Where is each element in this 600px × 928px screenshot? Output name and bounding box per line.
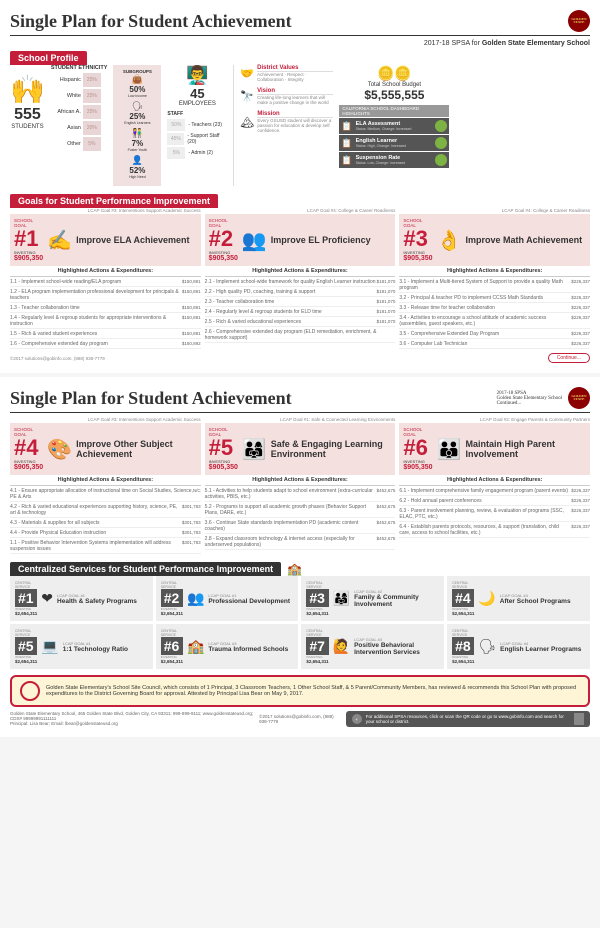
title-text: Single Plan for Student Achievement xyxy=(10,11,292,32)
service-card: CENTRAL SERVICE #2 INVESTING $2,654,311 … xyxy=(156,576,299,621)
goal-card: LCAP Goal #2: Engage Parents & Community… xyxy=(399,417,590,554)
logo: GOLDEN STATE xyxy=(568,10,590,32)
action-row: 3.4 - Activities to encourage a school a… xyxy=(399,313,590,329)
qr-icon xyxy=(574,713,584,725)
action-row: 1.4 - Regularly level & regroup students… xyxy=(10,313,201,329)
logo: GOLDEN STATE xyxy=(568,387,590,409)
footer-qr: + For additional SPSA resources, click o… xyxy=(346,711,590,727)
action-row: 5.2 - Programs to support all academic g… xyxy=(205,502,396,518)
dash-item: 📋ELA AssessmentStatus: Medium, Change: I… xyxy=(339,118,449,134)
subgroup-item: 👤52%High Need xyxy=(117,155,157,179)
action-row: 2.6 - Comprehensive extended day program… xyxy=(205,327,396,343)
goal-card: LCAP Goal #4: College & Career Readiness… xyxy=(205,208,396,349)
action-row: 6.2 - Hold annual parent conferences$226… xyxy=(399,496,590,506)
action-row: 1.6 - Comprehensive extended day program… xyxy=(10,339,201,349)
services-header: Centralized Services for Student Perform… xyxy=(10,562,281,576)
footer-info: Golden State Elementary School, 465 Gold… xyxy=(10,711,590,727)
action-row: 6.1 - Implement comprehensive family eng… xyxy=(399,486,590,496)
action-row: 4.4 - Provide Physical Education instruc… xyxy=(10,528,201,538)
action-row: 3.5 - Comprehensive Extended Day Program… xyxy=(399,329,590,339)
ethnicity-row: White25% xyxy=(51,89,108,103)
page-1: Single Plan for Student Achievement GOLD… xyxy=(0,0,600,373)
budget-dash: 🪙🪙 Total School Budget $5,555,555 CALIFO… xyxy=(339,65,449,186)
school-icon: 🏫 xyxy=(287,562,302,576)
service-card: CENTRAL SERVICE #6 INVESTING $2,654,311 … xyxy=(156,624,299,669)
value-item: 🤝District ValuesAchievement · Respect · … xyxy=(240,65,333,82)
subgroups: SUBGROUPS 👜50%Low Income🗣25%English Lear… xyxy=(113,65,161,186)
profile: 🙌 555 STUDENTS STUDENT ETHNICITY Hispani… xyxy=(10,65,590,186)
action-row: 2.8 - Expand classroom technology & inte… xyxy=(205,534,396,550)
person-icon: 🙌 xyxy=(10,73,45,106)
action-row: 3.6 - Computer Lab Technician$226,337 xyxy=(399,339,590,349)
service-card: CENTRAL SERVICE #7 INVESTING $2,654,311 … xyxy=(301,624,444,669)
staff-row: 50%- Teachers (23) xyxy=(167,119,227,131)
action-row: 6.3 - Parent involvement planning, revie… xyxy=(399,506,590,522)
goals-row-2: LCAP Goal #3: Interventions Support Acad… xyxy=(10,417,590,554)
teacher-icon: 👨‍🏫 xyxy=(186,65,208,85)
service-card: CENTRAL SERVICE #3 INVESTING $2,654,311 … xyxy=(301,576,444,621)
service-card: CENTRAL SERVICE #8 INVESTING $2,654,311 … xyxy=(447,624,590,669)
service-card: CENTRAL SERVICE #1 INVESTING $2,654,311 … xyxy=(10,576,153,621)
ethnicity-row: African A.25% xyxy=(51,105,108,119)
subgroup-item: 👜50%Low Income xyxy=(117,74,157,98)
action-row: 2.4 - Regularly level & regroup students… xyxy=(205,307,396,317)
action-row: 1.3 - Teacher collaboration time$150,891 xyxy=(10,303,201,313)
seal-icon xyxy=(20,681,40,701)
staff-row: 45%- Support Staff (20) xyxy=(167,133,227,145)
ethnicity-row: Other5% xyxy=(51,137,108,151)
action-row: 1.2 - ELA program implementation profess… xyxy=(10,287,201,303)
action-row: 1.1 - Positive Behavior Intervention Sys… xyxy=(10,538,201,554)
goals-header: Goals for Student Performance Improvemen… xyxy=(10,194,218,208)
employees: 👨‍🏫 45 EMPLOYEES STAFF 50%- Teachers (23… xyxy=(167,65,227,186)
goal-card: LCAP Goal #1: Safe & Connected Learning … xyxy=(205,417,396,554)
action-row: 2.3 - Teacher collaboration time$181,070 xyxy=(205,297,396,307)
page-2: Single Plan for Student Achievement 2017… xyxy=(0,377,600,737)
students-num: 555 xyxy=(10,106,45,124)
ethnicity-row: Asian20% xyxy=(51,121,108,135)
plus-icon: + xyxy=(352,714,362,724)
services: CENTRAL SERVICE #1 INVESTING $2,654,311 … xyxy=(10,576,590,669)
action-row: 2.1 - Implement school-wide framework fo… xyxy=(205,277,396,287)
subgroup-item: 🗣25%English Learners xyxy=(117,101,157,125)
action-row: 3.6 - Continue State standards implement… xyxy=(205,518,396,534)
action-row: 6.4 - Establish parents protocols, resou… xyxy=(399,522,590,538)
action-row: 5.1 - Activities to help students adapt … xyxy=(205,486,396,502)
goal-card: LCAP Goal #4: College & Career Readiness… xyxy=(399,208,590,349)
ethnicity: STUDENT ETHNICITY Hispanic25%White25%Afr… xyxy=(51,65,108,186)
goal-card: LCAP Goal #3: Interventions Support Acad… xyxy=(10,417,201,554)
footer-seal-box: Golden State Elementary's School Site Co… xyxy=(10,675,590,707)
coins-icon: 🪙🪙 xyxy=(339,65,449,82)
subtitle: 2017-18 SPSA for Golden State Elementary… xyxy=(10,40,590,47)
action-row: 4.2 - Rich & varied educational experien… xyxy=(10,502,201,518)
budget-num: $5,555,555 xyxy=(339,88,449,102)
action-row: 3.2 - Principal & teacher PD to implemen… xyxy=(399,293,590,303)
profile-header: School Profile xyxy=(10,51,87,65)
action-row: 3.1 - Implement a Multi-tiered System of… xyxy=(399,277,590,293)
page-title-2: Single Plan for Student Achievement 2017… xyxy=(10,387,590,413)
service-card: CENTRAL SERVICE #4 INVESTING $2,654,311 … xyxy=(447,576,590,621)
goal-card: LCAP Goal #3: Interventions Support Acad… xyxy=(10,208,201,349)
action-row: 2.5 - Rich & varied educational experien… xyxy=(205,317,396,327)
students: 🙌 555 STUDENTS xyxy=(10,65,45,186)
action-row: 1.5 - Rich & varied student experiences$… xyxy=(10,329,201,339)
goals-row-1: LCAP Goal #3: Interventions Support Acad… xyxy=(10,208,590,349)
service-card: CENTRAL SERVICE #5 INVESTING $2,654,311 … xyxy=(10,624,153,669)
continue-button[interactable]: Continue... xyxy=(548,353,590,363)
ethnicity-row: Hispanic25% xyxy=(51,73,108,87)
action-row: 3.3 - Release time for teacher collabora… xyxy=(399,303,590,313)
value-item: 🔭VisionCreating life-long learners that … xyxy=(240,88,333,105)
action-row: 1.1 - Implement school-wide reading/ELA … xyxy=(10,277,201,287)
dash-item: 📋Suspension RateStatus: Low, Change: Inc… xyxy=(339,152,449,168)
page-title: Single Plan for Student Achievement GOLD… xyxy=(10,10,590,36)
action-row: 2.2 - High quality PD, coaching, trainin… xyxy=(205,287,396,297)
subgroup-item: 👫7%Foster Youth xyxy=(117,128,157,152)
values: 🤝District ValuesAchievement · Respect · … xyxy=(233,65,333,186)
dash-item: 📋English LearnerStatus: High, Change: In… xyxy=(339,135,449,151)
action-row: 4.3 - Materials & supplies for all subje… xyxy=(10,518,201,528)
staff-row: 5%- Admin (2) xyxy=(167,147,227,159)
action-row: 4.1 - Ensure appropriate allocation of i… xyxy=(10,486,201,502)
value-item: 🏔MissionEvery GSUSD student will discove… xyxy=(240,111,333,133)
